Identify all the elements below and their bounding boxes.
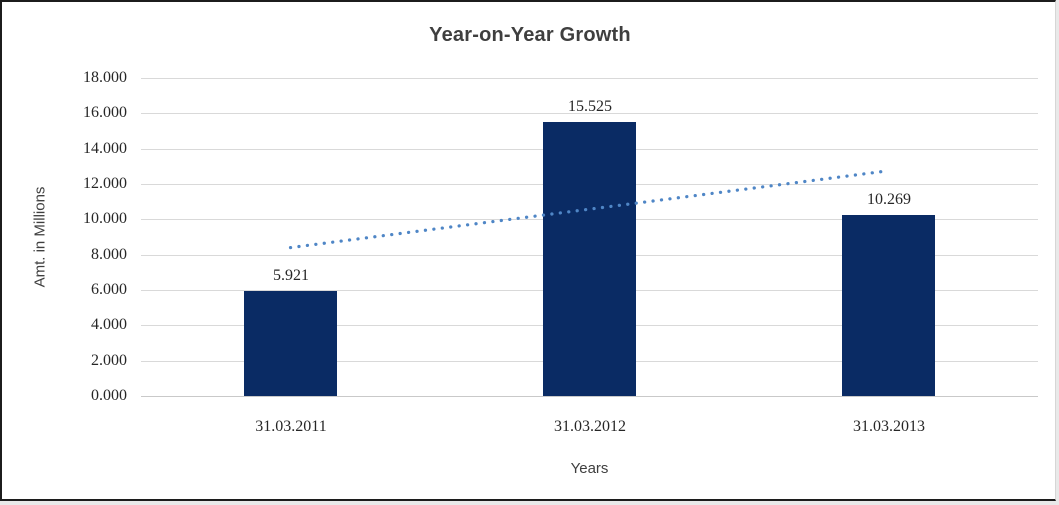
bar-31.03.2013: [842, 215, 935, 396]
bar-value-label: 10.269: [867, 191, 911, 208]
trendline-path: [288, 169, 891, 250]
y-tick-label: 12.000: [83, 175, 127, 192]
y-tick-label: 2.000: [91, 352, 127, 369]
gridline-y-0: [141, 396, 1038, 397]
x-tick-label: 31.03.2013: [853, 418, 925, 435]
gridline-y-18: [141, 78, 1038, 79]
x-tick-label: 31.03.2012: [554, 418, 626, 435]
y-axis-tick-labels: 0.000 2.000 4.000 6.000 8.000 10.000 12.000 14.…: [2, 69, 127, 404]
y-tick-label: 6.000: [91, 281, 127, 298]
y-tick-label: 8.000: [91, 246, 127, 263]
y-tick-label: 16.000: [83, 104, 127, 121]
x-tick-label: 31.03.2011: [255, 418, 327, 435]
x-axis-tick-labels: 31.03.2011 31.03.2012 31.03.2013: [141, 418, 1038, 438]
bar-value-label: 15.525: [568, 98, 612, 115]
y-tick-label: 18.000: [83, 69, 127, 86]
bar-value-label: 5.921: [273, 267, 309, 284]
x-axis-title: Years: [570, 460, 609, 477]
gridline-y-16: [141, 113, 1038, 114]
plot-area: 5.921 15.525 10.269: [141, 78, 1038, 397]
y-tick-label: 14.000: [83, 140, 127, 157]
chart-title: Year-on-Year Growth: [429, 24, 631, 46]
bar-31.03.2011: [244, 291, 337, 396]
y-tick-label: 0.000: [91, 387, 127, 404]
y-tick-label: 4.000: [91, 316, 127, 333]
y-tick-label: 10.000: [83, 210, 127, 227]
bar-31.03.2012: [543, 122, 636, 396]
trendline: [288, 169, 891, 250]
